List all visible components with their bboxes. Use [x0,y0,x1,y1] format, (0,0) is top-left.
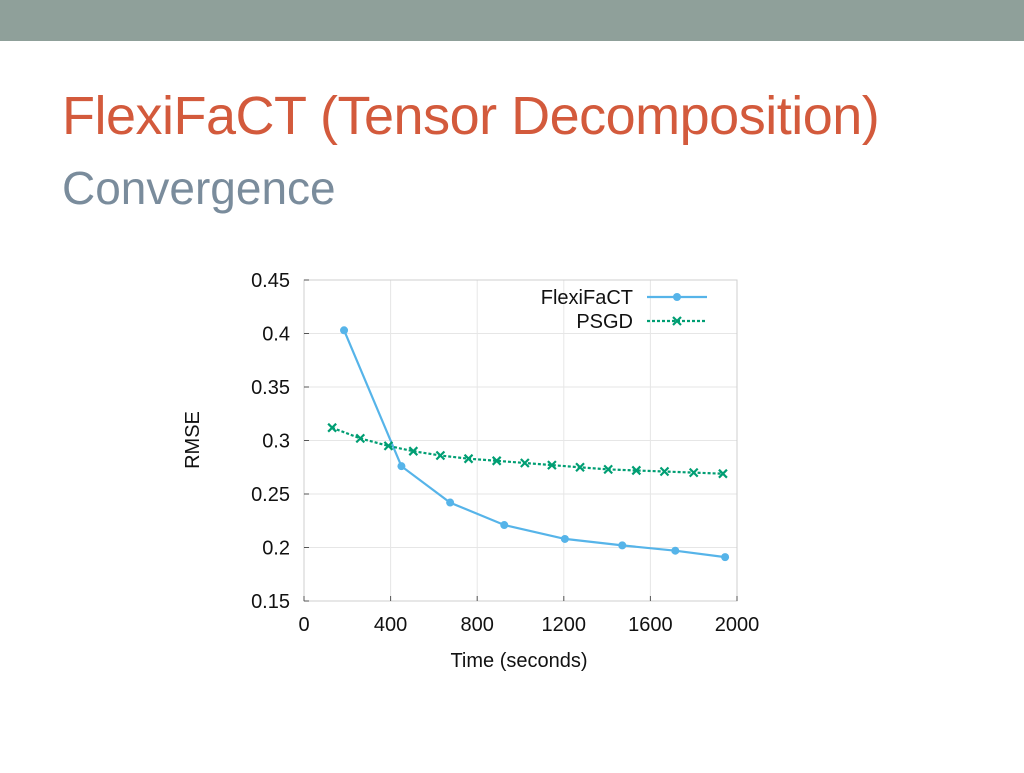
flexifact-data-point [446,498,455,507]
y-tick-label: 0.2 [262,538,290,560]
psgd-data-point [603,464,613,475]
flexifact-legend-label: FlexiFaCT [541,287,633,309]
x-tick-label: 1600 [628,614,673,636]
psgd-data-point [631,465,642,476]
flexifact-data-point [671,546,680,555]
y-tick-label: 0.25 [251,484,290,506]
flexifact-data-point [500,521,509,530]
y-tick-label: 0.4 [262,324,290,346]
x-axis-label: Time (seconds) [450,650,587,672]
psgd-data-point [659,466,670,477]
flexifact-data-point [721,553,730,562]
x-tick-label: 1200 [542,614,587,636]
y-tick-label: 0.45 [251,270,290,292]
flexifact-data-point [340,326,349,335]
flexifact-legend-marker [673,293,681,301]
slide-subtitle: Convergence [62,162,336,214]
axes: 0 400 800 1200 1600 2000 0.15 0.2 0.25 0.3 0.35 0.4… [251,270,759,636]
y-tick-label: 0.15 [251,591,290,613]
psgd-data-point [688,467,699,478]
x-tick-label: 400 [374,614,407,636]
y-axis-label: RMSE [182,411,204,469]
x-tick-label: 0 [298,614,309,636]
psgd-data-point [355,433,366,444]
psgd-data-point [491,456,502,466]
psgd-legend-label: PSGD [576,311,633,333]
psgd-data-point [520,458,530,468]
flexifact-series-line [343,329,726,559]
top-accent-bar [0,0,1024,41]
y-tick-label: 0.3 [262,431,290,453]
flexifact-data-point [397,462,406,471]
psgd-data-point [408,446,419,456]
psgd-legend-marker [672,316,682,326]
flexifact-data-point [618,541,627,550]
y-tick-label: 0.35 [251,377,290,399]
psgd-data-point [435,450,446,461]
x-tick-label: 800 [461,614,494,636]
flexifact-data-point [560,534,569,543]
slide-title: FlexiFaCT (Tensor Decomposition) [62,86,880,146]
psgd-data-point [575,462,585,473]
psgd-data-point [547,460,557,470]
x-tick-label: 2000 [715,614,760,636]
series [327,326,730,562]
psgd-data-point [327,422,337,433]
psgd-data-point [383,441,394,451]
psgd-data-point [718,468,728,479]
psgd-data-point [463,453,474,464]
